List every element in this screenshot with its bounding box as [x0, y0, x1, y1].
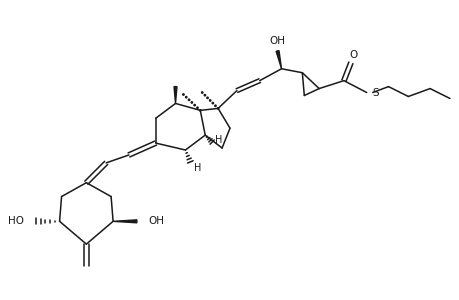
Text: OH: OH — [269, 36, 285, 46]
Polygon shape — [275, 51, 281, 69]
Circle shape — [209, 100, 210, 101]
Circle shape — [196, 107, 198, 108]
Circle shape — [191, 102, 192, 103]
Text: H: H — [193, 163, 201, 173]
Circle shape — [194, 104, 195, 106]
Text: S: S — [372, 88, 379, 98]
Circle shape — [185, 97, 186, 98]
Circle shape — [217, 108, 218, 109]
Circle shape — [182, 94, 184, 95]
Circle shape — [204, 94, 205, 96]
Polygon shape — [174, 87, 177, 103]
Circle shape — [201, 92, 202, 93]
Polygon shape — [113, 220, 137, 223]
Circle shape — [188, 99, 189, 100]
Circle shape — [214, 105, 216, 106]
Text: HO: HO — [8, 216, 24, 226]
Text: H: H — [215, 135, 222, 145]
Circle shape — [212, 102, 213, 104]
Circle shape — [207, 97, 208, 98]
Circle shape — [199, 110, 201, 111]
Text: O: O — [349, 50, 357, 60]
Text: OH: OH — [148, 216, 164, 226]
